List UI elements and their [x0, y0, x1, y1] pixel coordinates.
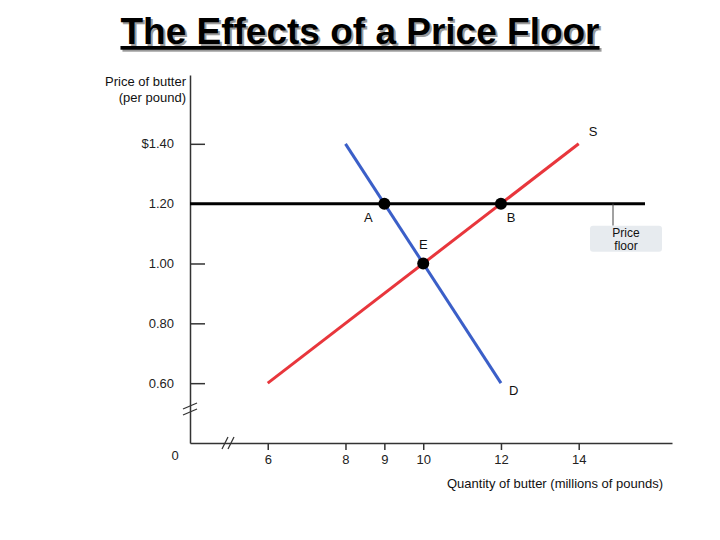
plot-area	[190, 144, 645, 383]
y-tick: 0.80	[149, 316, 205, 331]
chart: The Effects of a Price FloorThe Effects …	[0, 0, 720, 540]
point-label: A	[364, 210, 373, 225]
x-tick-mark	[423, 443, 425, 450]
point-label: B	[507, 210, 516, 225]
callout-leader	[613, 204, 614, 226]
axis-breaks	[183, 403, 234, 449]
y-tick-mark	[190, 323, 205, 325]
x-break-mark	[222, 437, 228, 449]
x-tick-label: 10	[416, 452, 430, 467]
y-tick: $1.40	[141, 136, 205, 151]
y-tick-mark	[190, 383, 205, 385]
series-label: D	[509, 383, 518, 398]
point	[417, 257, 429, 269]
y-tick-label: 1.00	[149, 256, 174, 271]
x-tick-label: 8	[342, 452, 349, 467]
y-axis-title: (per pound)	[119, 90, 186, 105]
series-label: S	[589, 124, 598, 139]
y-break-mark	[183, 409, 197, 415]
callout-box	[590, 226, 662, 252]
x-tick: 14	[572, 443, 586, 467]
point-label: E	[419, 237, 428, 252]
x-tick-mark	[267, 443, 269, 450]
series-line	[268, 144, 579, 383]
labels: S D A B E Pricefloor	[364, 124, 662, 398]
x-tick-mark	[345, 443, 347, 450]
point	[495, 198, 507, 210]
y-tick-label: 1.20	[149, 196, 174, 211]
origin-label: 0	[171, 448, 178, 463]
price-floor-label: floor	[614, 239, 637, 253]
x-tick: 12	[494, 443, 508, 467]
x-tick-label: 6	[265, 452, 272, 467]
price-floor-label: Price	[612, 226, 640, 240]
title: The Effects of a Price Floor	[120, 11, 599, 52]
x-tick: 6	[265, 443, 272, 467]
x-tick-label: 12	[494, 452, 508, 467]
y-axis: 0.60 0.80 1.00 1.20 $1.40	[141, 76, 205, 444]
x-tick: 8	[342, 443, 349, 467]
y-tick-label: $1.40	[141, 136, 174, 151]
y-break-mark	[183, 403, 197, 409]
x-axis-line	[191, 443, 673, 445]
x-break-mark	[228, 437, 234, 449]
y-axis-title: Price of butter	[105, 74, 187, 89]
x-axis: 6 8 9 10 12 14	[191, 443, 673, 467]
point	[378, 198, 390, 210]
y-tick: 0.60	[149, 376, 205, 391]
x-tick-label: 9	[381, 452, 388, 467]
x-tick: 10	[416, 443, 430, 467]
x-tick-mark	[578, 443, 580, 450]
y-tick-label: 0.80	[149, 316, 174, 331]
price-floor-line	[190, 202, 645, 205]
x-tick-mark	[501, 443, 503, 450]
y-tick-mark	[190, 144, 205, 146]
x-tick: 9	[381, 443, 388, 467]
y-axis-line	[190, 76, 192, 444]
x-axis-title: Quantity of butter (millions of pounds)	[447, 476, 663, 491]
series-line	[345, 144, 500, 383]
y-tick-label: 0.60	[149, 376, 174, 391]
x-tick-mark	[384, 443, 386, 450]
y-tick: 1.00	[149, 256, 205, 271]
y-tick-mark	[190, 263, 205, 265]
x-tick-label: 14	[572, 452, 586, 467]
